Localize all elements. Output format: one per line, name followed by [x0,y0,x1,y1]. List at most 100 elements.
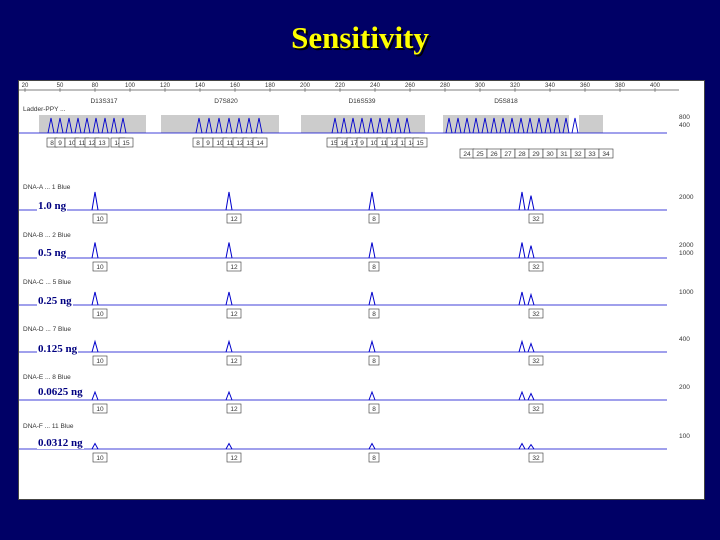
ladder-allele-label: 25 [476,151,484,158]
sample-peak [91,442,99,450]
sample-allele-label: 8 [372,455,376,462]
ladder-allele-label: 17 [350,140,358,147]
sample-allele-label-box [368,355,380,366]
ladder-peak [349,117,357,134]
sample-peak [527,195,535,211]
locus-label: D16S539 [348,98,375,105]
size-axis-tick-label: 400 [650,83,661,89]
electropherogram-panel: 20 50 80 100 120 140 160 180 200 220 240 260 280 300 3… [18,80,705,500]
sample-amount-label: 1.0 ng [37,200,68,212]
ladder-allele-label: 10 [370,140,378,147]
ladder-peak [445,117,453,134]
sample-allele-label-box [528,452,544,463]
ladder-allele-label-box [252,137,268,148]
ladder-allele-label: 34 [602,151,610,158]
sample-allele-label: 10 [96,311,104,318]
sample-allele-label-box [368,452,380,463]
sample-amount-label: 0.0625 ng [37,386,84,398]
sample-header: DNA-E ... 8 Blue [23,374,71,381]
sample-allele-label-box [528,355,544,366]
ladder-peak [454,117,462,134]
sample-allele-label-box [92,308,108,319]
sample-peak [527,443,535,450]
sample-allele-label-box [528,261,544,272]
sample-allele-label-box [226,308,242,319]
ladder-peak [56,117,64,134]
size-axis-tick-label: 140 [195,83,206,89]
sample-allele-label: 32 [532,358,540,365]
ladder-allele-label: 28 [518,151,526,158]
sample-peak [225,390,233,401]
ladder-peak [74,117,82,134]
sample-peak [518,242,526,259]
size-axis-tick-label: 380 [615,83,626,89]
ladder-allele-label: 12 [390,140,398,147]
ladder-allele-label: 15 [416,140,424,147]
sample-allele-label: 32 [532,216,540,223]
size-axis-tick-label: 340 [545,83,556,89]
ladder-allele-label-box [118,137,134,148]
locus-label: D7S820 [214,98,238,105]
ladder-peak [463,117,471,134]
ladder-allele-label: 16 [340,140,348,147]
ladder-allele-label: 11 [381,140,388,147]
sample-peak [368,442,376,450]
sample-allele-label-box [528,213,544,224]
sample-header: DNA-B ... 2 Blue [23,232,71,239]
ladder-allele-label-box [598,148,614,159]
sample-scale-label: 100 [679,433,690,440]
ladder-peak [255,117,263,134]
ladder-allele-label: 9 [58,140,62,147]
sample-peak [225,442,233,450]
size-axis-tick-label: 280 [440,83,451,89]
sample-peak [91,242,99,259]
sample-peak [368,291,376,306]
size-axis-tick-label: 180 [265,83,276,89]
ladder-peak [403,117,411,134]
sample-peak [225,191,233,211]
ladder-peak [195,117,203,134]
sample-peak [368,191,376,211]
ladder-allele-label: 15 [330,140,338,147]
sample-peak [518,442,526,450]
sample-scale-label: 1000 [679,250,694,257]
ladder-allele-label-box [94,137,110,148]
sample-allele-label-box [92,213,108,224]
sample-allele-label: 8 [372,358,376,365]
sample-peak [518,339,526,353]
sample-amount-label: 0.25 ng [37,295,73,307]
ladder-peak [47,117,55,134]
sample-allele-label: 8 [372,216,376,223]
sample-allele-label-box [528,308,544,319]
sample-allele-label: 12 [230,311,238,318]
sample-allele-label-box [528,403,544,414]
sample-allele-label-box [368,261,380,272]
ladder-allele-label: 15 [122,140,130,147]
size-axis-tick-label: 320 [510,83,521,89]
ladder-allele-label: 14 [408,140,416,147]
ladder-peak [499,117,507,134]
ladder-peak [119,117,127,134]
sample-peak [518,291,526,306]
ladder-allele-label: 30 [546,151,554,158]
size-axis-tick-label: 220 [335,83,346,89]
size-axis-tick-label: 260 [405,83,416,89]
ladder-allele-label: 31 [560,151,568,158]
sample-scale-label: 200 [679,384,690,391]
sample-allele-label: 8 [372,311,376,318]
sample-allele-label: 10 [96,406,104,413]
ladder-peak [544,117,552,134]
slide-title: Sensitivity [291,20,429,55]
sample-peak [518,191,526,211]
ladder-header: Ladder-PPY ... [23,106,66,113]
ladder-allele-label: 11 [227,140,234,147]
size-axis-tick-label: 160 [230,83,241,89]
ladder-allele-label: 12 [88,140,96,147]
ladder-peak [65,117,73,134]
ladder-peak [245,117,253,134]
sample-allele-label-box [226,261,242,272]
sample-peak [91,339,99,353]
sample-allele-label-box [92,261,108,272]
sample-peak [527,245,535,259]
sample-allele-label: 10 [96,358,104,365]
